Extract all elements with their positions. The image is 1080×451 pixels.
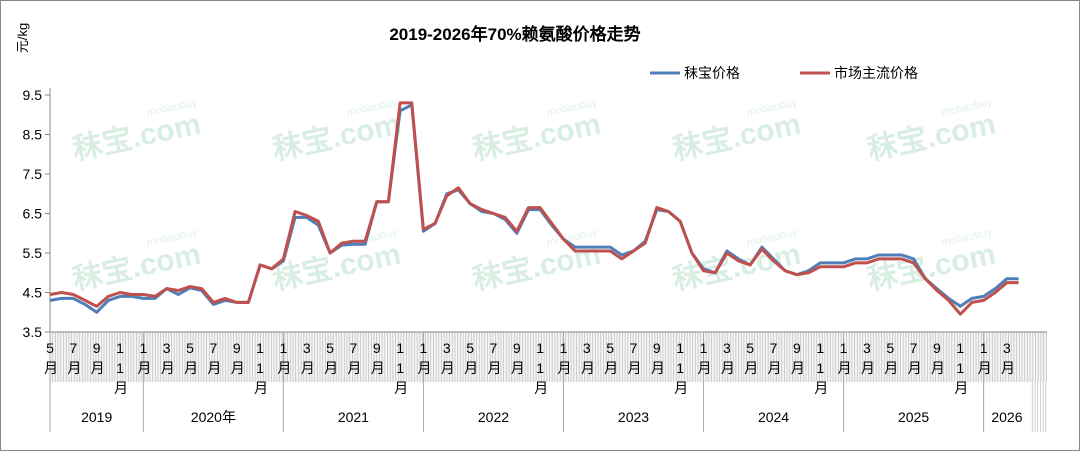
legend-label-series-2: 市场主流价格 [834, 65, 918, 81]
watermark-text: 秣宝.com [669, 107, 803, 167]
y-tick-label: 6.5 [23, 206, 43, 222]
x-axis-tick-band [50, 332, 1047, 382]
legend: 秣宝价格 市场主流价格 [650, 65, 918, 81]
watermark-text: 秣宝.com [69, 107, 203, 167]
legend-label-series-1: 秣宝价格 [684, 65, 740, 81]
watermark-text: 秣宝.com [864, 107, 998, 167]
chart-title: 2019-2026年70%赖氨酸价格走势 [389, 24, 640, 44]
year-label: 2023 [618, 409, 649, 425]
y-tick-label: 8.5 [23, 127, 43, 143]
year-label: 2019 [81, 409, 112, 425]
y-tick-label: 7.5 [23, 166, 43, 182]
year-label: 2026 [991, 409, 1022, 425]
y-tick-label: 4.5 [23, 285, 43, 301]
axes: 3.5 4.5 5.5 6.5 7.5 8.5 9.5 2019 2020年 2021 2022 20… [23, 87, 1047, 432]
year-label: 2024 [758, 409, 789, 425]
y-axis-label: 元/kg [15, 23, 30, 53]
year-label: 2022 [478, 409, 509, 425]
series-lines [49, 101, 1019, 316]
y-tick-label: 3.5 [23, 324, 43, 340]
year-label: 2021 [338, 409, 369, 425]
y-tick-label: 9.5 [23, 87, 43, 103]
year-label: 2025 [898, 409, 929, 425]
watermark-text: 秣宝.com [269, 237, 403, 297]
series-line-2 [49, 101, 1019, 316]
watermark-text: 秣宝.com [469, 107, 603, 167]
year-label: 2020年 [191, 409, 236, 425]
watermark-text: 秣宝.com [469, 237, 603, 297]
watermark-text: 秣宝.com [864, 237, 998, 297]
y-tick-label: 5.5 [23, 245, 43, 261]
watermark-text: 秣宝.com [269, 107, 403, 167]
